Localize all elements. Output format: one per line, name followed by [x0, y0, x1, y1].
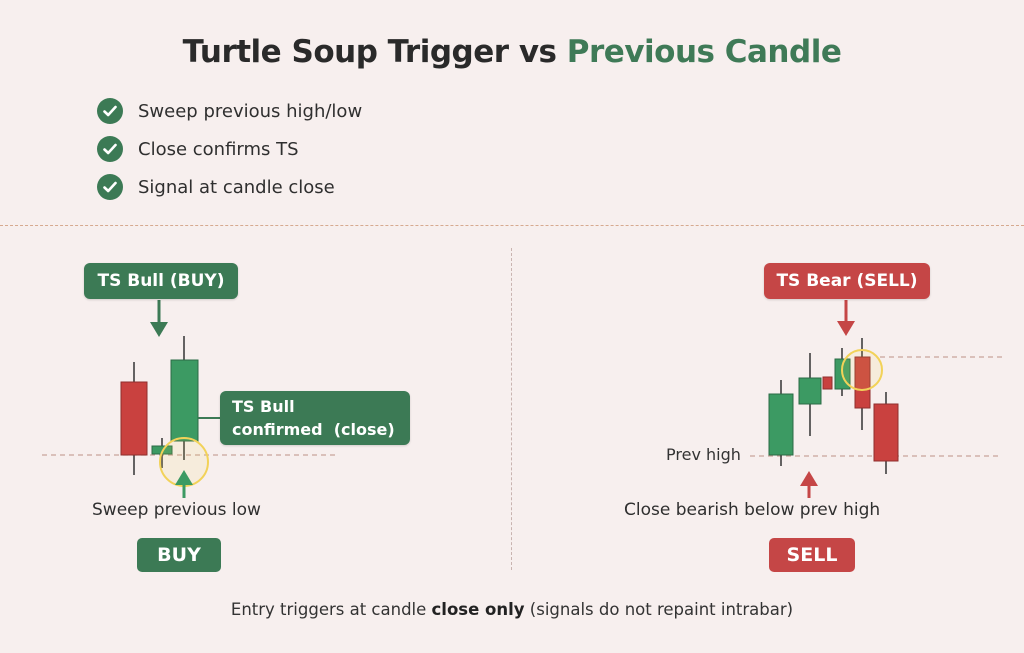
check-icon [97, 98, 123, 124]
left-candle-ts-bull [170, 336, 199, 460]
checklist: Sweep previous high/low Close confirms T… [97, 92, 362, 206]
right-candle-3 [822, 376, 833, 390]
checklist-item: Sweep previous high/low [97, 92, 362, 130]
footer-text-after: (signals do not repaint intrabar) [524, 600, 794, 619]
section-divider [0, 225, 1024, 226]
sell-badge: SELL [769, 538, 855, 572]
ts-bull-confirmed-label: TS Bull confirmed (close) [220, 391, 410, 445]
sweep-low-caption: Sweep previous low [92, 500, 261, 520]
checklist-text: Sweep previous high/low [138, 100, 363, 122]
right-candle-2 [798, 353, 822, 436]
checklist-text: Close confirms TS [138, 138, 299, 160]
confirm-line-1: TS Bull [232, 397, 295, 416]
left-candle-bearish [120, 362, 148, 475]
arrow-up-icon [175, 470, 193, 498]
footer-text-before: Entry triggers at candle [230, 600, 432, 619]
arrow-down-icon [837, 300, 855, 336]
checklist-text: Signal at candle close [138, 176, 335, 198]
ts-bull-label: TS Bull (BUY) [84, 263, 238, 299]
footer-text-bold: close only [431, 600, 525, 619]
sweep-highlight-circle [841, 349, 883, 391]
footer-note: Entry triggers at candle close only (sig… [0, 600, 1024, 619]
title-accent: Previous Candle [566, 34, 842, 70]
page-title: Turtle Soup Trigger vs Previous Candle [0, 34, 1024, 70]
arrow-up-icon [800, 471, 818, 498]
panel-divider [511, 248, 512, 570]
right-candle-ts-bear [854, 338, 871, 430]
check-icon [97, 174, 123, 200]
arrow-down-icon [150, 300, 168, 337]
confirm-line-2: confirmed (close) [232, 420, 395, 439]
checklist-item: Signal at candle close [97, 168, 362, 206]
checklist-item: Close confirms TS [97, 130, 362, 168]
prev-high-label: Prev high [666, 445, 741, 464]
close-bearish-caption: Close bearish below prev high [624, 500, 881, 520]
title-main: Turtle Soup Trigger vs [182, 34, 567, 70]
right-candle-1 [768, 380, 794, 466]
right-candle-6 [873, 392, 899, 474]
check-icon [97, 136, 123, 162]
ts-bear-label: TS Bear (SELL) [764, 263, 930, 299]
buy-badge: BUY [137, 538, 221, 572]
